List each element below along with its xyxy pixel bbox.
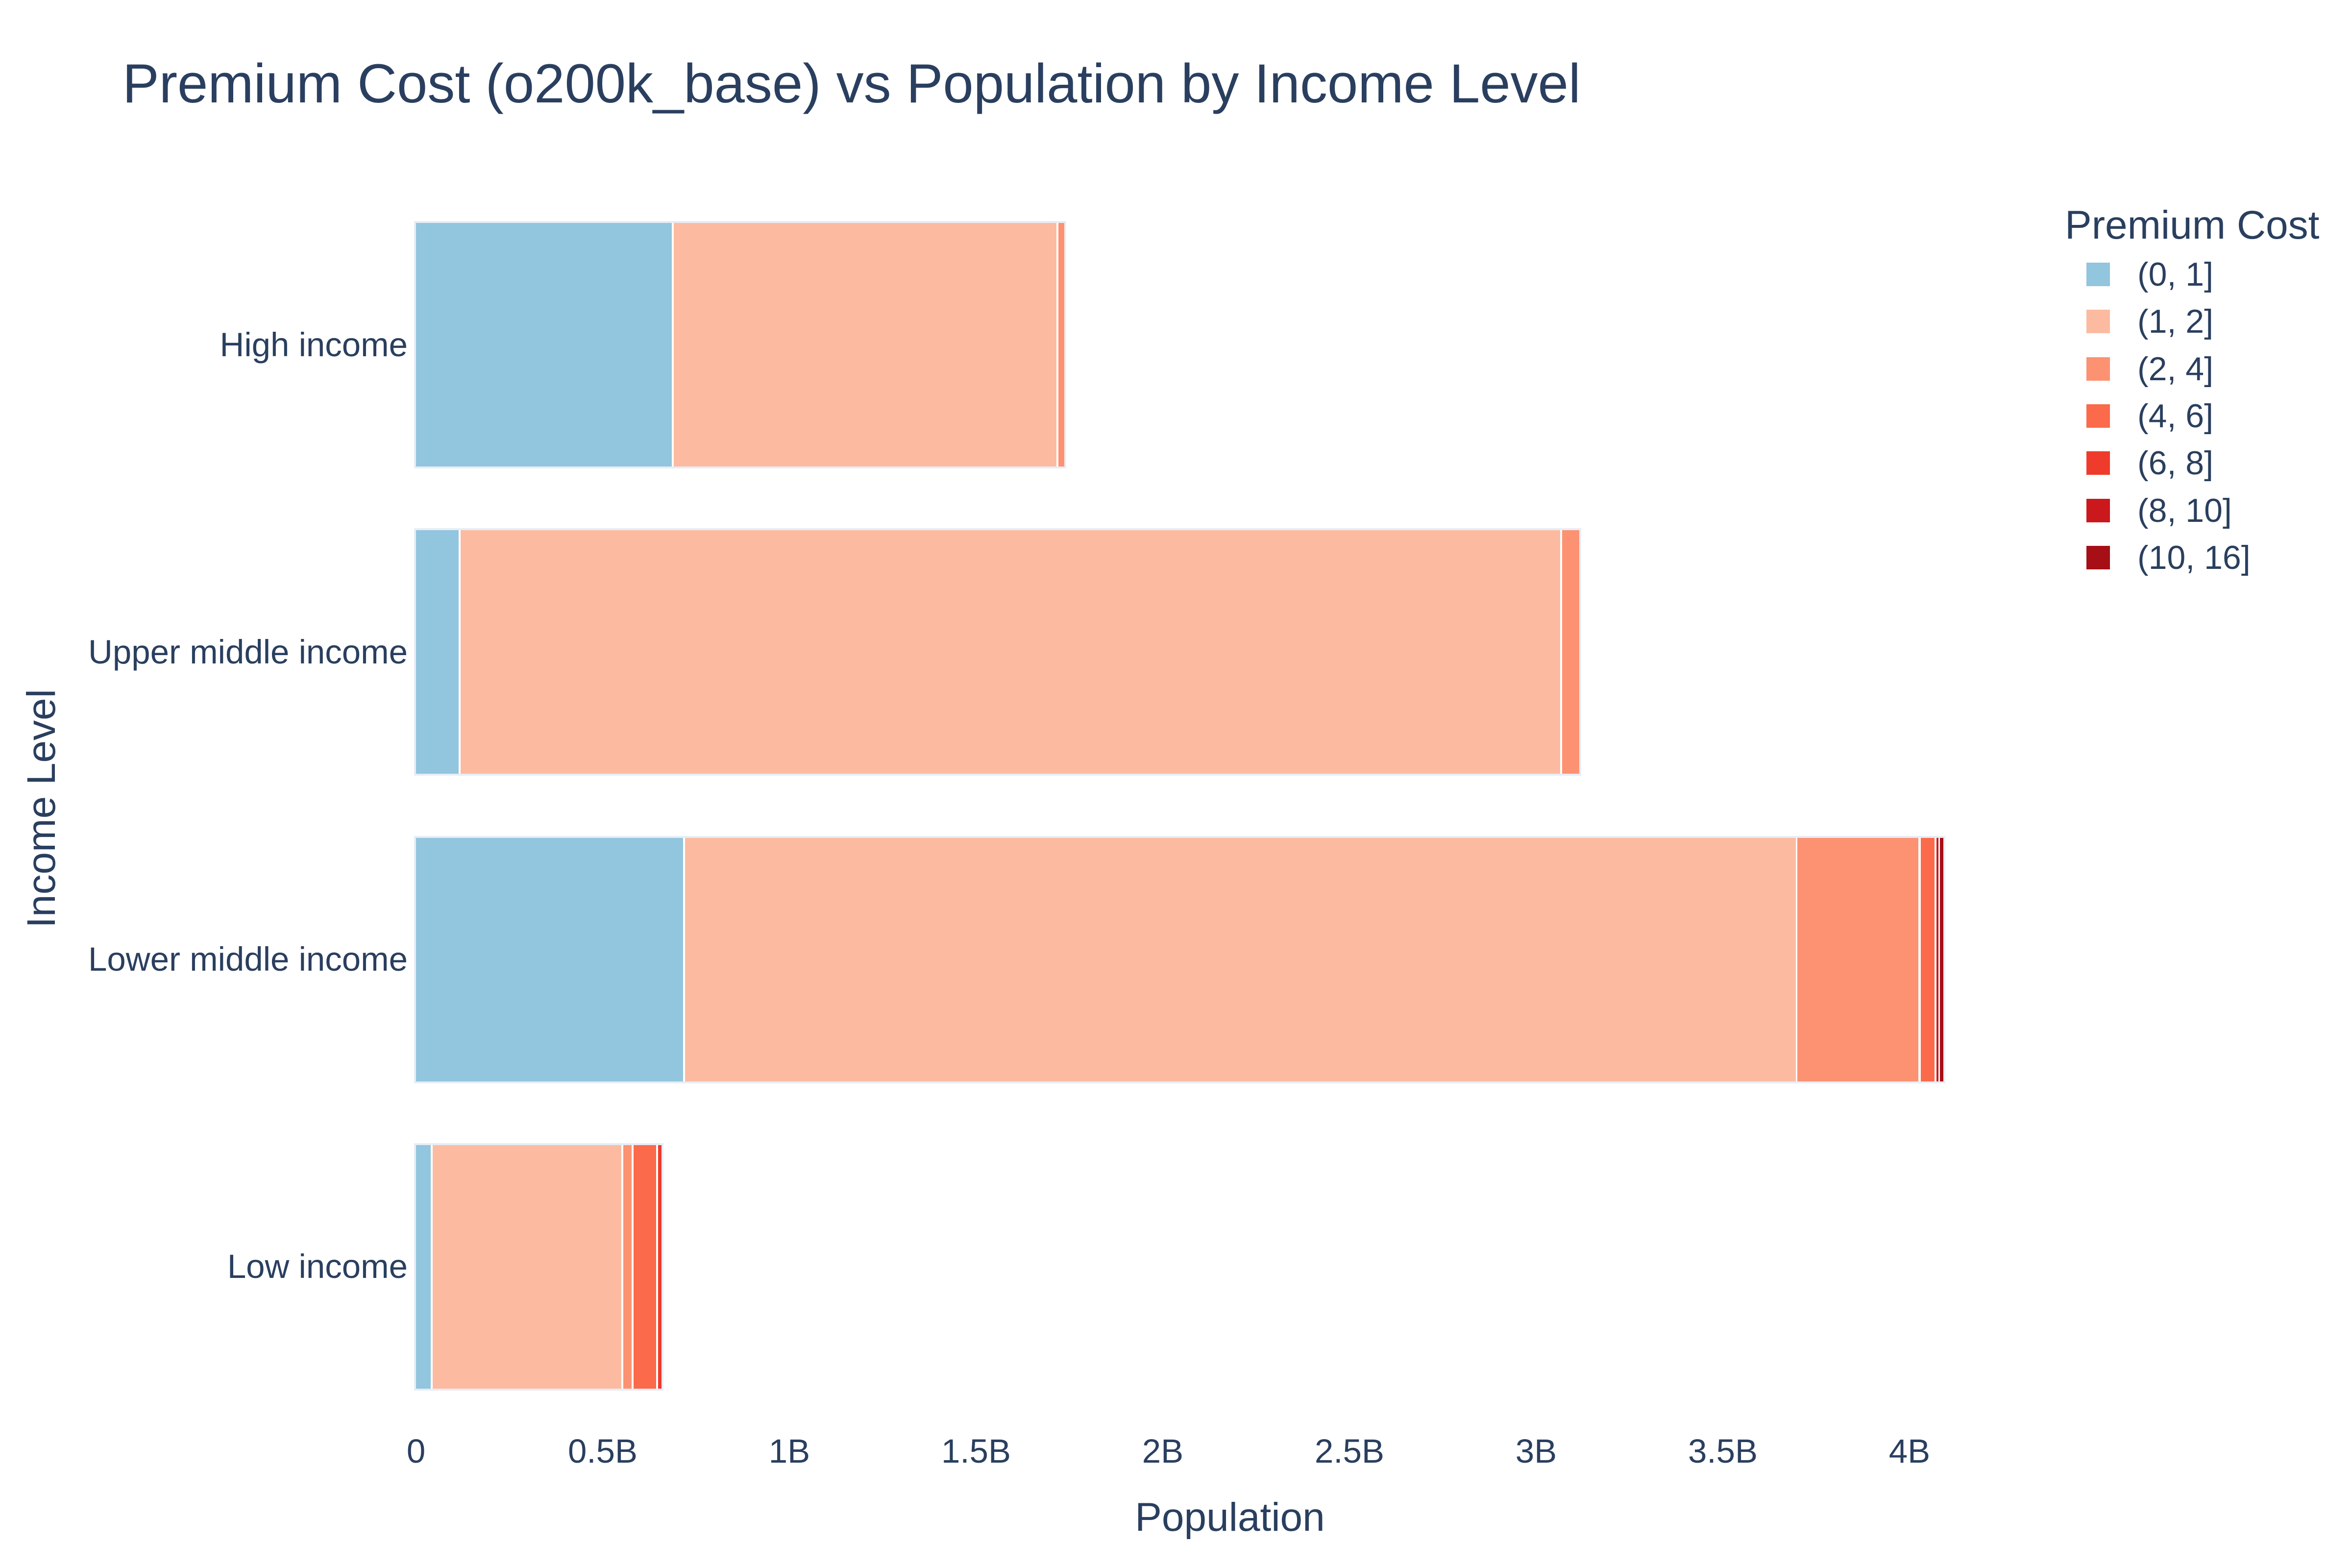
y-tick-label: High income — [220, 325, 408, 364]
bar-segment[interactable] — [1797, 838, 1918, 1081]
x-tick-label: 1.5B — [941, 1432, 1011, 1470]
legend-item[interactable]: (2, 4] — [2058, 345, 2342, 392]
legend-item-label: (0, 1] — [2137, 256, 2213, 293]
legend-swatch-icon — [2086, 404, 2110, 428]
x-tick-label: 0 — [406, 1432, 426, 1470]
legend-item-label: (4, 6] — [2137, 397, 2213, 435]
bar-segment[interactable] — [416, 223, 672, 466]
bar-segment[interactable] — [674, 223, 1056, 466]
bar-segment[interactable] — [623, 1145, 632, 1389]
bar-row — [416, 1145, 662, 1389]
x-tick-label: 2.5B — [1315, 1432, 1384, 1470]
legend-swatch-icon — [2086, 545, 2110, 569]
y-tick-label: Low income — [227, 1248, 408, 1286]
bar-row — [416, 223, 1064, 466]
legend-item-label: (6, 8] — [2137, 444, 2213, 482]
legend-swatch-icon — [2086, 357, 2110, 381]
legend-swatch-icon — [2086, 263, 2110, 286]
legend-item[interactable]: (6, 8] — [2058, 440, 2342, 487]
bar-segment[interactable] — [634, 1145, 656, 1389]
legend-item[interactable]: (1, 2] — [2058, 298, 2342, 345]
legend-swatch-icon — [2086, 310, 2110, 334]
legend-item[interactable]: (0, 1] — [2058, 251, 2342, 298]
x-tick-label: 3.5B — [1688, 1432, 1758, 1470]
legend-swatch-icon — [2086, 451, 2110, 475]
bar-segment[interactable] — [416, 1145, 431, 1389]
legend-item-label: (2, 4] — [2137, 350, 2213, 388]
legend-item[interactable]: (8, 10] — [2058, 487, 2342, 534]
y-axis-title: Income Level — [19, 689, 64, 928]
legend-swatch-icon — [2086, 498, 2110, 522]
bar-row — [416, 838, 1943, 1081]
bar-segment[interactable] — [433, 1145, 621, 1389]
legend-item-label: (8, 10] — [2137, 491, 2232, 529]
x-tick-label: 2B — [1142, 1432, 1184, 1470]
legend-item[interactable]: (10, 16] — [2058, 534, 2342, 581]
bar-segment[interactable] — [1921, 838, 1935, 1081]
y-tick-label: Lower middle income — [88, 940, 408, 979]
legend-item[interactable]: (4, 6] — [2058, 392, 2342, 440]
x-tick-label: 4B — [1888, 1432, 1931, 1470]
x-axis-title: Population — [1135, 1495, 1325, 1540]
bar-segment[interactable] — [416, 530, 459, 774]
bar-segment[interactable] — [416, 838, 683, 1081]
chart-title: Premium Cost (o200k_base) vs Population … — [122, 53, 1581, 114]
bar-row — [416, 530, 1579, 774]
legend-title: Premium Cost — [2065, 203, 2320, 247]
legend-item-label: (10, 16] — [2137, 539, 2251, 576]
x-tick-label: 1B — [768, 1432, 810, 1470]
bar-segment[interactable] — [685, 838, 1796, 1081]
x-tick-label: 3B — [1515, 1432, 1557, 1470]
legend-item-label: (1, 2] — [2137, 303, 2213, 341]
bar-segment[interactable] — [1936, 838, 1938, 1081]
x-tick-label: 0.5B — [568, 1432, 637, 1470]
bar-segment[interactable] — [1562, 530, 1579, 774]
y-tick-label: Upper middle income — [88, 633, 408, 671]
bar-segment[interactable] — [658, 1145, 662, 1389]
bar-segment[interactable] — [1058, 223, 1064, 466]
bar-segment[interactable] — [461, 530, 1560, 774]
bar-segment[interactable] — [1940, 838, 1943, 1081]
